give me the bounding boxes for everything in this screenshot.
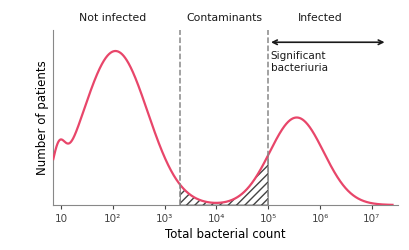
X-axis label: Total bacterial count: Total bacterial count <box>165 228 285 241</box>
Text: Significant
bacteriuria: Significant bacteriuria <box>270 51 327 72</box>
Y-axis label: Number of patients: Number of patients <box>36 60 49 175</box>
Text: Infected: Infected <box>297 13 342 23</box>
Text: Contaminants: Contaminants <box>186 13 262 23</box>
Text: Not infected: Not infected <box>79 13 146 23</box>
